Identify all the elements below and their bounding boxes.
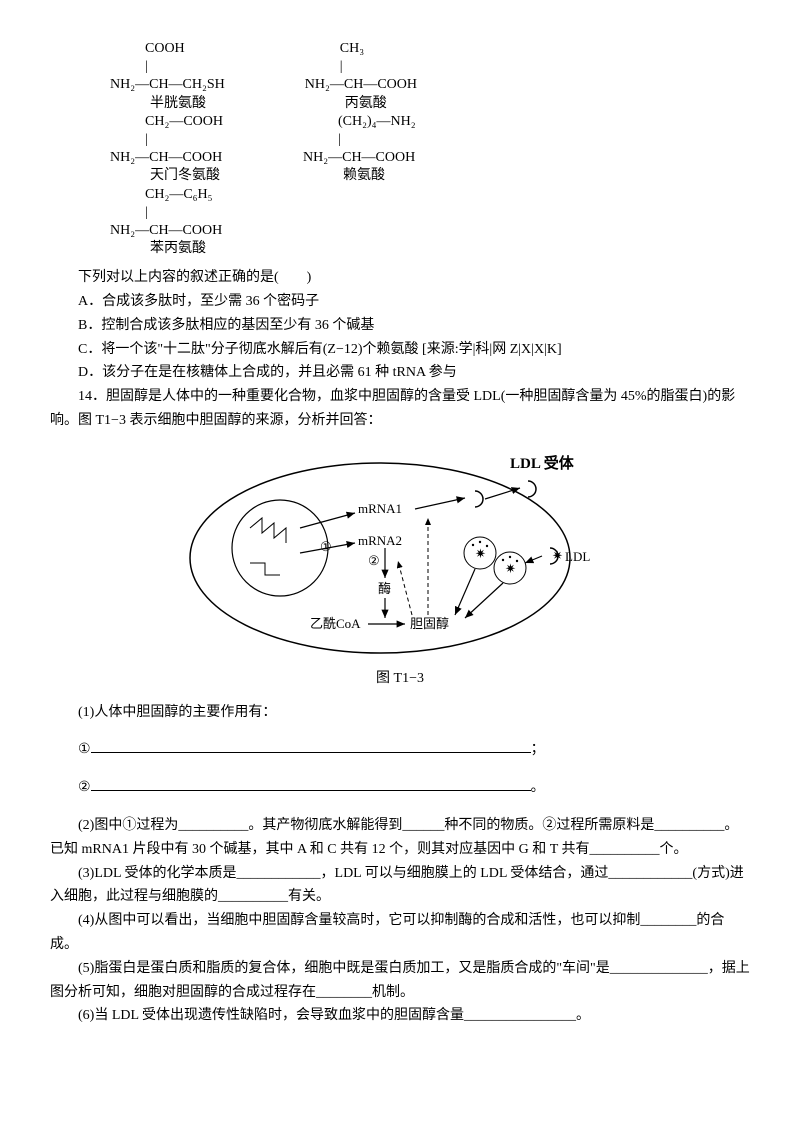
- option-d: D．该分子在是在核糖体上合成的，并且必需 61 种 tRNA 参与: [50, 361, 750, 385]
- question-stem: 下列对以上内容的叙述正确的是( ): [50, 266, 750, 290]
- q14-part1-lead: (1)人体中胆固醇的主要作用有：: [50, 701, 750, 725]
- chem-row-3: CH₂—C₆H₅ | NH₂—CH—COOH 苯丙氨酸: [110, 186, 750, 259]
- chem-row-1: COOH | NH₂—CH—CH₂SH 半胱氨酸 CH₃ | NH₂—CH—CO…: [110, 40, 750, 113]
- phenylalanine: CH₂—C₆H₅ | NH₂—CH—COOH 苯丙氨酸: [110, 186, 222, 259]
- cysteine: COOH | NH₂—CH—CH₂SH 半胱氨酸: [110, 40, 225, 113]
- label-acetyl: 乙酰CoA: [310, 616, 361, 631]
- lysine: (CH₂)₄—NH₂ | NH₂—CH—COOH 赖氨酸: [303, 113, 416, 186]
- q14-part1-blank2: ②。: [50, 776, 750, 800]
- chem-row-2: CH₂—COOH | NH₂—CH—COOH 天门冬氨酸 (CH₂)₄—NH₂ …: [110, 113, 750, 186]
- q14-part2: (2)图中①过程为__________。其产物彻底水解能得到______种不同的…: [50, 814, 750, 862]
- svg-text:✷: ✷: [552, 548, 563, 563]
- label-mrna1: mRNA1: [358, 501, 402, 516]
- svg-text:✷: ✷: [475, 546, 486, 561]
- q14-part6: (6)当 LDL 受体出现遗传性缺陷时，会导致血浆中的胆固醇含量________…: [50, 1004, 750, 1028]
- q14-part4: (4)从图中可以看出，当细胞中胆固醇含量较高时，它可以抑制酶的合成和活性，也可以…: [50, 909, 750, 957]
- svg-text:✷: ✷: [505, 561, 516, 576]
- label-circled1: ①: [320, 539, 332, 554]
- q14-part1-blank1: ①；: [50, 738, 750, 762]
- figure-t1-3: mRNA1 mRNA2 ① LDL 受体 ② 酶 乙酰CoA 胆固醇 ✷ ✷ ✷…: [50, 443, 750, 691]
- q14-part5: (5)脂蛋白是蛋白质和脂质的复合体，细胞中既是蛋白质加工，又是脂质合成的"车间"…: [50, 957, 750, 1005]
- aspartic-acid: CH₂—COOH | NH₂—CH—COOH 天门冬氨酸: [110, 113, 223, 186]
- q14-part3: (3)LDL 受体的化学本质是____________，LDL 可以与细胞膜上的…: [50, 862, 750, 910]
- option-a: A．合成该多肽时，至少需 36 个密码子: [50, 290, 750, 314]
- option-b: B．控制合成该多肽相应的基因至少有 36 个碱基: [50, 314, 750, 338]
- alanine: CH₃ | NH₂—CH—COOH 丙氨酸: [305, 40, 417, 113]
- option-c: C．将一个该"十二肽"分子彻底水解后有(Z−12)个赖氨酸 [来源:学|科|网 …: [50, 338, 750, 362]
- q14-intro: 14．胆固醇是人体中的一种重要化合物，血浆中胆固醇的含量受 LDL(一种胆固醇含…: [50, 385, 750, 433]
- label-enzyme: 酶: [378, 581, 391, 596]
- amino-acid-structures: COOH | NH₂—CH—CH₂SH 半胱氨酸 CH₃ | NH₂—CH—CO…: [110, 40, 750, 258]
- label-ldl-receptor: LDL 受体: [510, 454, 575, 472]
- figure-caption: 图 T1−3: [50, 667, 750, 691]
- label-ldl: LDL: [565, 549, 590, 564]
- label-mrna2: mRNA2: [358, 533, 402, 548]
- label-circled2: ②: [368, 553, 380, 568]
- label-cholesterol: 胆固醇: [410, 616, 449, 631]
